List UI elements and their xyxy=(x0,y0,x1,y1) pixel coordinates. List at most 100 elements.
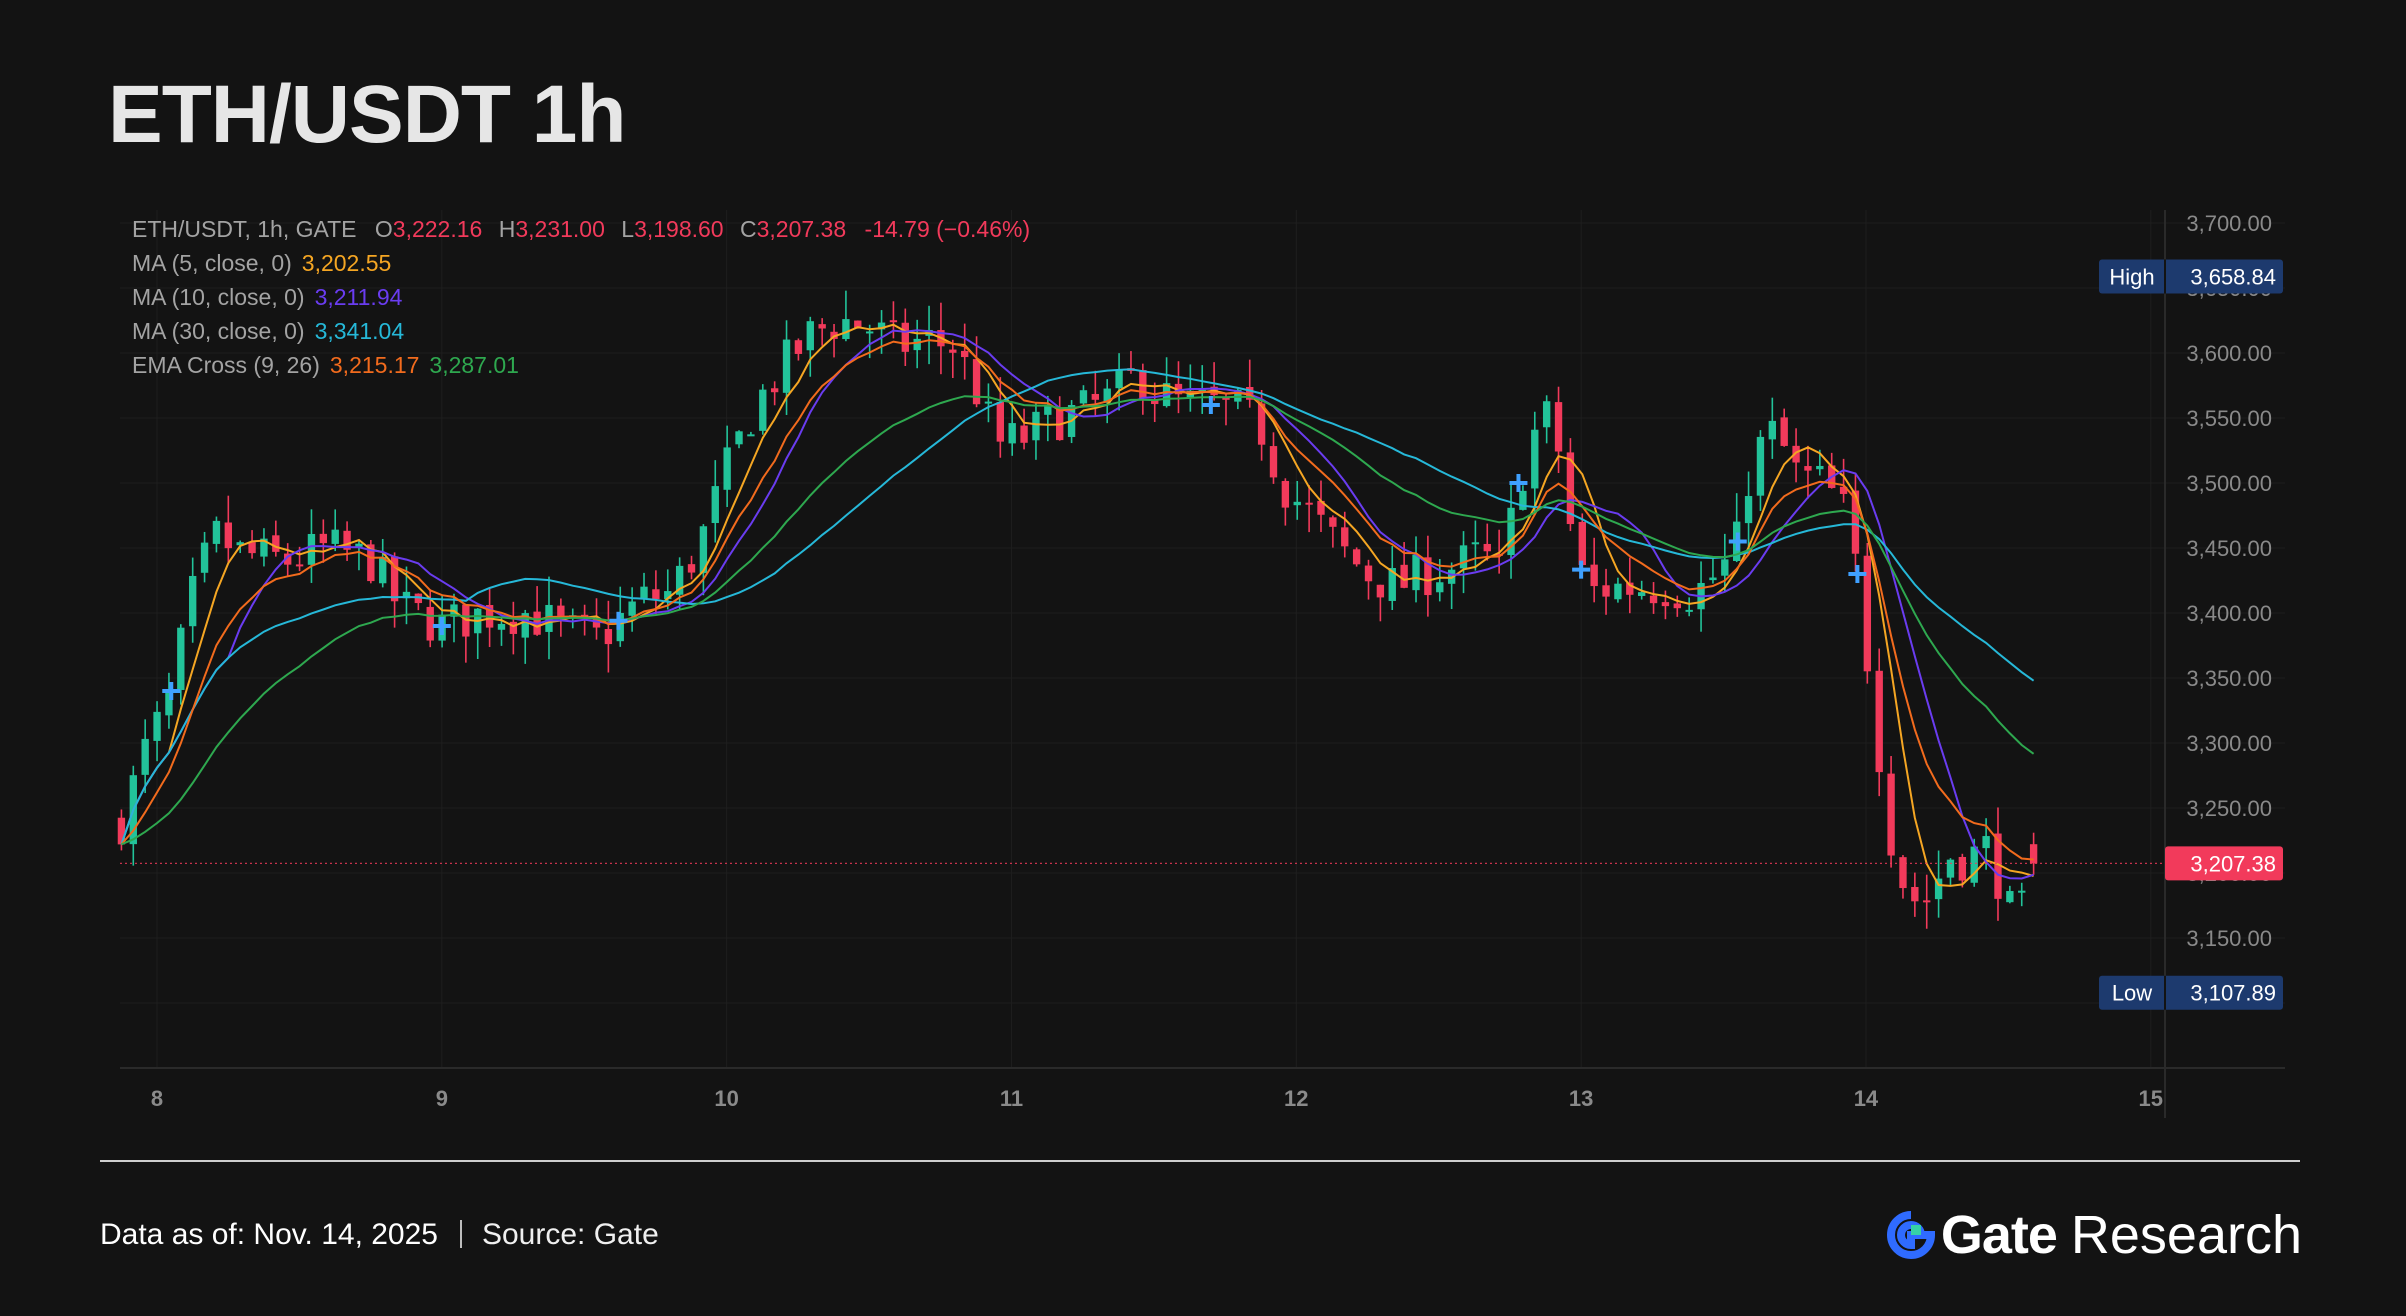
low-badge: Low 3,107.89 xyxy=(2099,975,2283,1010)
candle xyxy=(770,381,779,406)
candle xyxy=(1566,438,1575,532)
candle-body xyxy=(1281,480,1290,508)
candle xyxy=(141,719,149,794)
candle-body xyxy=(1946,859,1955,878)
candle xyxy=(1352,547,1361,567)
candle xyxy=(1839,458,1848,503)
candle xyxy=(1863,542,1872,684)
candle xyxy=(1531,411,1539,513)
candle xyxy=(1174,361,1183,414)
candle-body xyxy=(307,533,316,565)
candle-body xyxy=(1602,585,1610,597)
candle xyxy=(1709,557,1717,584)
candle-body xyxy=(1542,401,1551,428)
legend-high-label: H xyxy=(498,216,516,242)
candle-body xyxy=(1519,490,1527,510)
candle-body xyxy=(1222,397,1230,400)
candle-body xyxy=(1079,390,1088,404)
candle-body xyxy=(1459,545,1468,569)
candle xyxy=(747,431,755,437)
candle xyxy=(462,604,470,663)
source-label: Source: xyxy=(481,1218,586,1251)
candle xyxy=(1780,408,1788,447)
candle xyxy=(1329,515,1337,548)
candle-body xyxy=(1756,436,1765,496)
high-badge-bg xyxy=(2099,259,2283,294)
candle-body xyxy=(379,557,387,584)
candle-body xyxy=(1329,517,1337,527)
candle xyxy=(2018,882,2026,907)
candle-body xyxy=(165,692,173,716)
page-title: ETH/USDT 1h xyxy=(108,69,626,160)
candle xyxy=(699,524,708,596)
candle-body xyxy=(1412,554,1420,591)
candle xyxy=(735,430,743,449)
candle-body xyxy=(1673,603,1681,609)
candle xyxy=(153,701,161,762)
candle xyxy=(1554,386,1563,473)
candle-body xyxy=(1317,500,1325,515)
candle xyxy=(367,539,375,584)
last-price-badge xyxy=(2165,846,2283,881)
candle xyxy=(1590,537,1598,603)
candle-body xyxy=(1044,404,1052,415)
legend-close-value: 3,207.38 xyxy=(756,216,847,242)
candle xyxy=(284,543,292,577)
candle xyxy=(1388,546,1396,611)
candle-body xyxy=(343,530,351,550)
candle-body xyxy=(1531,429,1539,489)
candle xyxy=(200,531,209,583)
candle xyxy=(1614,577,1622,603)
legend-ma30-label: MA (30, close, 0) xyxy=(132,318,305,344)
candle-body xyxy=(961,350,969,358)
y-tick-label: 3,550.00 xyxy=(2186,406,2272,431)
brand-gate-text: Gate xyxy=(1940,1205,2058,1265)
candle-body xyxy=(1721,559,1729,576)
candle xyxy=(1946,858,1955,886)
legend-low-label: L xyxy=(621,216,635,242)
footer-separator xyxy=(459,1220,462,1248)
candle-body xyxy=(1970,846,1978,883)
low-badge-bg xyxy=(2099,975,2283,1010)
candle-body xyxy=(236,542,244,546)
footer-divider xyxy=(100,1160,2300,1162)
candle xyxy=(1804,445,1812,499)
chart-legend: ETH/USDT, 1h, GATE O3,222.16 H3,231.00 L… xyxy=(132,212,1030,382)
candle xyxy=(652,570,660,615)
candle xyxy=(1685,597,1693,617)
candle-body xyxy=(1269,446,1278,478)
candle-body xyxy=(284,553,292,565)
candle-body xyxy=(331,529,339,544)
candle-body xyxy=(1305,502,1313,505)
candle-body xyxy=(1744,496,1753,524)
candle-body xyxy=(2006,891,2014,903)
data-as-of: Data as of: Nov. 14, 2025 xyxy=(100,1218,438,1251)
y-tick-label: 3,450.00 xyxy=(2186,536,2272,561)
candle xyxy=(165,672,173,729)
candle-body xyxy=(984,401,993,404)
legend-ema26-value: 3,287.01 xyxy=(429,352,519,378)
candle-body xyxy=(806,321,814,351)
legend-ema-label: EMA Cross (9, 26) xyxy=(132,352,320,378)
candle-body xyxy=(1626,582,1634,595)
candle xyxy=(1911,872,1919,917)
candle xyxy=(1447,562,1456,610)
candle xyxy=(1887,756,1895,868)
legend-ema-row: EMA Cross (9, 26) 3,215.17 3,287.01 xyxy=(132,348,1030,382)
legend-symbol: ETH/USDT, 1h, GATE xyxy=(132,216,357,242)
candle-body xyxy=(521,613,529,638)
legend-ohlc-row: ETH/USDT, 1h, GATE O3,222.16 H3,231.00 L… xyxy=(132,212,1030,246)
candle-body xyxy=(557,605,565,616)
ma10-line xyxy=(120,329,2034,880)
candle-body xyxy=(497,623,506,630)
candle-body xyxy=(1115,369,1123,389)
candle xyxy=(1483,523,1491,561)
candle xyxy=(604,600,613,673)
candle-body xyxy=(664,591,672,600)
candle xyxy=(260,528,268,567)
candle xyxy=(759,384,767,435)
candle xyxy=(1958,853,1967,888)
y-tick-label: 3,700.00 xyxy=(2186,211,2272,236)
candle xyxy=(901,308,909,366)
